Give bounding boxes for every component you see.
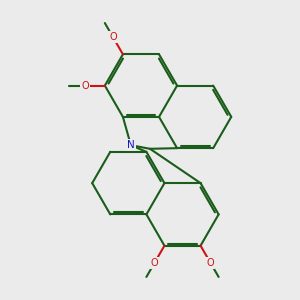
Text: O: O	[207, 258, 214, 268]
Text: O: O	[109, 32, 117, 42]
Text: O: O	[151, 258, 158, 268]
Text: N: N	[127, 140, 135, 150]
Text: O: O	[81, 81, 89, 91]
